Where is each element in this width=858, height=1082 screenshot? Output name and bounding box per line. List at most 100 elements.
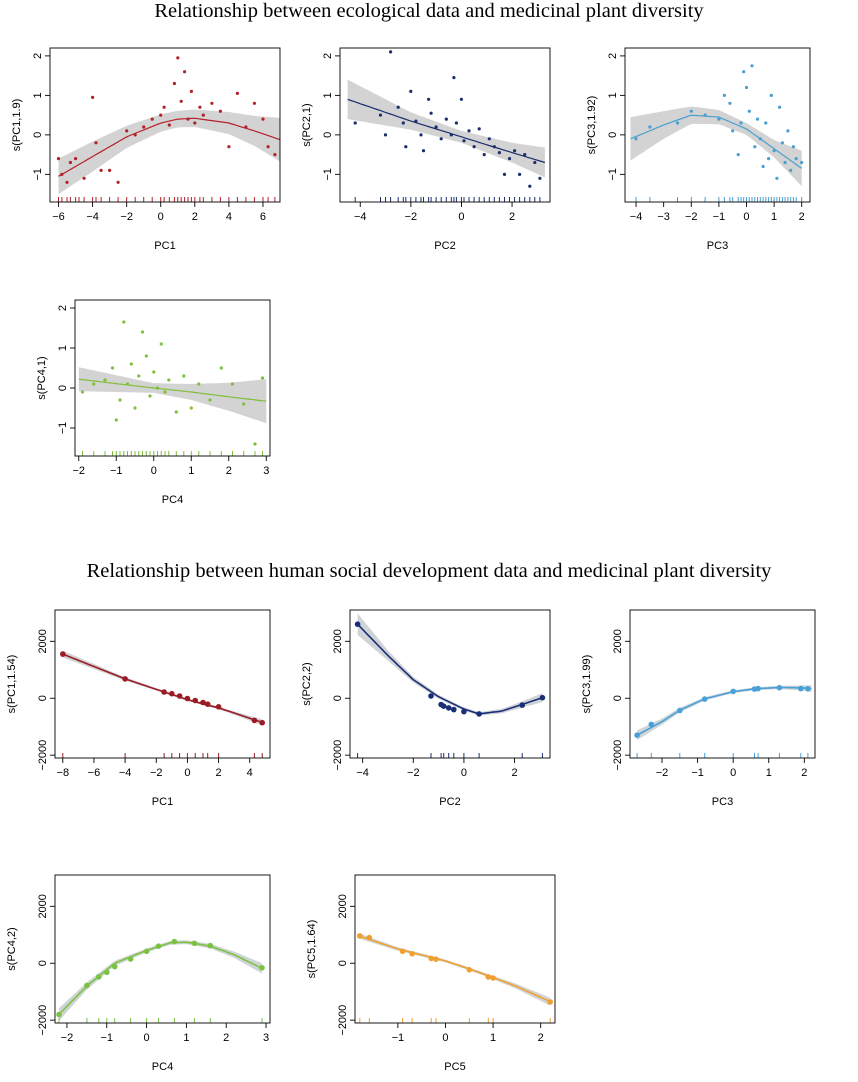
- x-tick-label: 0: [730, 767, 736, 779]
- data-point: [490, 975, 496, 981]
- data-point: [427, 97, 431, 101]
- data-point: [444, 117, 448, 121]
- data-point: [462, 139, 466, 143]
- confidence-band: [637, 685, 812, 741]
- data-point: [192, 697, 198, 704]
- x-tick-label: −2: [61, 1032, 74, 1044]
- data-point: [174, 410, 178, 414]
- data-point: [547, 999, 553, 1005]
- x-tick-label: −4: [356, 767, 369, 779]
- data-point: [791, 145, 796, 149]
- data-point: [182, 374, 186, 378]
- y-tick-label: −1: [607, 168, 619, 181]
- data-point: [440, 703, 447, 709]
- y-tick-label: 0: [612, 695, 624, 701]
- data-point: [755, 117, 760, 121]
- x-tick-label: 2: [216, 767, 222, 779]
- x-tick-label: 6: [260, 211, 266, 223]
- fit-line: [58, 117, 280, 177]
- data-point: [110, 366, 115, 370]
- confidence-band: [347, 79, 545, 178]
- data-point: [142, 125, 146, 129]
- data-point: [730, 688, 736, 695]
- data-point: [99, 168, 103, 172]
- data-point: [776, 684, 783, 691]
- y-tick-label: −2000: [332, 740, 344, 771]
- y-tick-label: 2000: [37, 894, 49, 918]
- data-point: [497, 151, 501, 155]
- x-tick-label: −1: [110, 465, 123, 477]
- data-point: [805, 686, 811, 692]
- plot-frame: [354, 874, 556, 1024]
- plot-area: [347, 50, 546, 202]
- y-axis-label: s(PC4,2): [6, 927, 18, 970]
- data-point: [82, 176, 86, 180]
- data-point: [747, 109, 751, 113]
- fit-line: [636, 686, 812, 736]
- data-point: [778, 105, 782, 109]
- data-point: [163, 390, 167, 394]
- data-point: [366, 934, 373, 941]
- data-point: [454, 121, 458, 125]
- x-tick-label: 4: [247, 767, 253, 779]
- data-point: [452, 76, 456, 80]
- data-point: [428, 955, 435, 962]
- data-point: [68, 160, 72, 165]
- data-point: [487, 137, 491, 141]
- data-point: [172, 81, 176, 86]
- x-tick-label: −1: [392, 1032, 405, 1044]
- data-point: [634, 137, 638, 141]
- data-point: [167, 378, 171, 382]
- data-point: [761, 164, 765, 169]
- y-tick-label: 2000: [612, 629, 624, 653]
- data-point: [389, 50, 393, 54]
- y-tick-label: 0: [332, 695, 344, 701]
- data-point: [703, 113, 707, 117]
- data-point: [539, 694, 546, 701]
- x-tick-label: −4: [354, 211, 367, 223]
- data-point: [184, 695, 191, 702]
- data-point: [404, 145, 408, 149]
- data-point: [200, 699, 206, 706]
- y-tick-label: 0: [607, 132, 619, 138]
- x-tick-label: −2: [656, 767, 669, 779]
- chart-6: −4 −2 0 2 −2000 0 2000 PC2 s(PC2,2): [301, 609, 551, 808]
- x-axis-label: PC5: [444, 1061, 465, 1073]
- x-tick-label: −2: [150, 767, 163, 779]
- data-point: [104, 969, 110, 976]
- data-point: [439, 137, 443, 141]
- chart-3: −4 −3 −2 −1 0 1 2 −1 0 1 2 PC3 s(PC3,1.92): [586, 47, 811, 252]
- data-point: [472, 145, 476, 149]
- data-point: [353, 121, 357, 125]
- y-tick-label: 2000: [37, 629, 49, 653]
- confidence-band: [59, 940, 262, 1021]
- y-axis-label: s(PC5,1.64): [306, 920, 318, 979]
- y-axis-label: s(PC1,1.54): [6, 655, 18, 714]
- data-point: [259, 719, 266, 726]
- data-point: [742, 70, 746, 74]
- data-point: [167, 123, 171, 127]
- y-tick-label: −2000: [612, 740, 624, 771]
- data-point: [133, 133, 137, 137]
- x-axis-label: PC1: [154, 240, 175, 252]
- x-tick-label: −2: [405, 211, 418, 223]
- x-tick-label: −6: [88, 767, 101, 779]
- y-tick-label: 1: [32, 92, 44, 98]
- x-tick-label: 1: [188, 465, 194, 477]
- data-point: [722, 93, 727, 97]
- data-point: [634, 732, 640, 738]
- data-point: [378, 113, 383, 117]
- data-point: [235, 91, 239, 95]
- x-tick-label: 3: [263, 465, 269, 477]
- data-point: [775, 176, 779, 180]
- x-axis-label: PC2: [434, 240, 455, 252]
- data-point: [755, 685, 761, 692]
- data-point: [159, 342, 163, 346]
- data-point: [414, 119, 418, 123]
- data-point: [794, 157, 798, 161]
- x-tick-label: 0: [158, 211, 164, 223]
- data-point: [122, 320, 126, 324]
- data-point: [94, 141, 98, 145]
- data-point: [148, 394, 152, 398]
- y-tick-label: −2000: [37, 1005, 49, 1036]
